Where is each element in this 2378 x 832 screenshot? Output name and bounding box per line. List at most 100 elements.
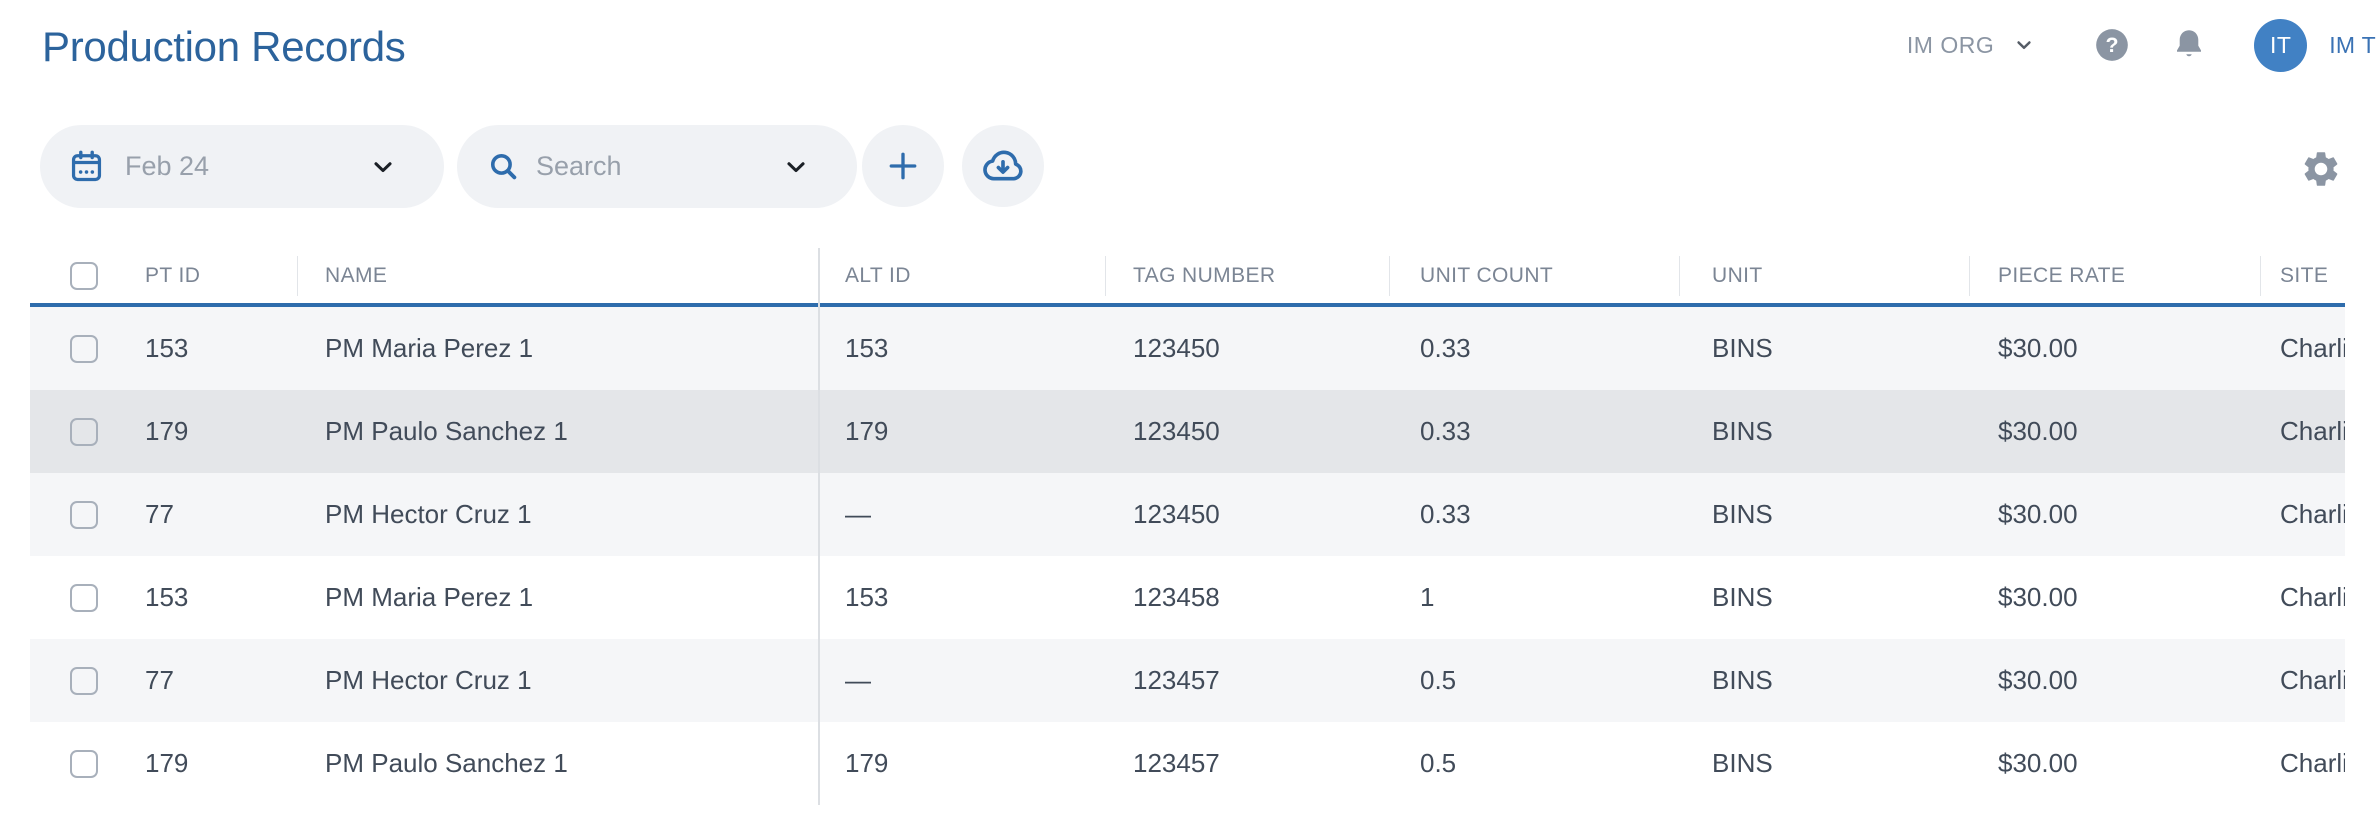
column-header-site[interactable]: SITE [2260, 248, 2345, 303]
table-header-row: PT ID NAME ALT ID TAG NUMBER UNIT COUNT … [30, 248, 2345, 303]
cell-pt-id: 77 [145, 665, 174, 695]
cell-tag-number: 123450 [1133, 333, 1220, 363]
gear-icon [2304, 152, 2338, 186]
date-filter-value: Feb 24 [125, 151, 210, 181]
cell-unit: BINS [1712, 582, 1773, 612]
cell-site: Charli [2280, 748, 2345, 778]
chevron-down-icon [2017, 41, 2031, 49]
table-settings-button[interactable] [2300, 148, 2342, 190]
column-header-tag-number[interactable]: TAG NUMBER [1105, 248, 1389, 303]
cell-name: PM Hector Cruz 1 [325, 665, 532, 695]
cell-site: Charli [2280, 416, 2345, 446]
notifications-button[interactable] [2171, 27, 2207, 63]
select-all-cell [30, 248, 130, 303]
row-checkbox[interactable] [70, 749, 98, 778]
plus-icon [889, 152, 917, 180]
row-checkbox[interactable] [70, 666, 98, 695]
cell-tag-number: 123450 [1133, 499, 1220, 529]
import-records-button[interactable] [962, 125, 1044, 207]
row-checkbox-cell [30, 473, 130, 556]
frozen-column-divider [818, 248, 820, 805]
search-input[interactable] [536, 151, 767, 182]
cell-alt-id: 153 [845, 582, 889, 612]
cell-unit-count: 0.33 [1420, 499, 1471, 529]
table-row[interactable]: 179 PM Paulo Sanchez 1 179 123457 0.5 BINS $30… [30, 722, 2345, 805]
svg-text:?: ? [2106, 33, 2119, 57]
cell-site: Charli [2280, 665, 2345, 695]
chevron-down-icon [374, 161, 392, 172]
cell-name: PM Maria Perez 1 [325, 333, 534, 363]
top-nav: IM ORG ? IT IM T [1907, 0, 2378, 90]
cell-unit: BINS [1712, 499, 1773, 529]
row-checkbox-cell [30, 722, 130, 805]
row-checkbox[interactable] [70, 417, 98, 446]
cell-name: PM Maria Perez 1 [325, 582, 534, 612]
row-checkbox-cell [30, 556, 130, 639]
cell-pt-id: 179 [145, 748, 189, 778]
cell-unit-count: 0.33 [1420, 333, 1471, 363]
bell-icon [2177, 30, 2202, 57]
row-checkbox-cell [30, 307, 130, 390]
table-row[interactable]: 153 PM Maria Perez 1 153 123458 1 BINS $30.00 C… [30, 556, 2345, 639]
table-row[interactable]: 77 PM Hector Cruz 1 — 123457 0.5 BINS $30.00 Ch… [30, 639, 2345, 722]
cell-piece-rate: $30.00 [1998, 499, 2078, 529]
date-filter-dropdown[interactable]: Feb 24 [40, 125, 444, 208]
avatar-initials: IT [2269, 31, 2292, 58]
row-checkbox[interactable] [70, 583, 98, 612]
cell-site: Charli [2280, 499, 2345, 529]
cell-name: PM Paulo Sanchez 1 [325, 416, 568, 446]
cell-piece-rate: $30.00 [1998, 333, 2078, 363]
org-label: IM ORG [1906, 31, 1995, 58]
cell-pt-id: 77 [145, 499, 174, 529]
cell-tag-number: 123458 [1133, 582, 1220, 612]
cell-unit-count: 0.33 [1420, 416, 1471, 446]
row-checkbox-cell [30, 390, 130, 473]
cell-tag-number: 123450 [1133, 416, 1220, 446]
cell-pt-id: 153 [145, 582, 189, 612]
select-all-checkbox[interactable] [70, 261, 98, 290]
table-body: 153 PM Maria Perez 1 153 123450 0.33 BINS $30.… [30, 307, 2345, 805]
column-header-piece-rate[interactable]: PIECE RATE [1969, 248, 2260, 303]
row-checkbox[interactable] [70, 334, 98, 363]
cell-piece-rate: $30.00 [1998, 748, 2078, 778]
table-row[interactable]: 77 PM Hector Cruz 1 — 123450 0.33 BINS $30.00 C… [30, 473, 2345, 556]
org-switcher-dropdown[interactable]: IM ORG [1907, 32, 2034, 59]
user-name[interactable]: IM T [2329, 31, 2376, 58]
cell-unit: BINS [1712, 333, 1773, 363]
column-header-pt-id[interactable]: PT ID [145, 263, 201, 287]
cell-alt-id: 179 [845, 748, 889, 778]
cell-unit-count: 0.5 [1420, 748, 1457, 778]
table-row[interactable]: 179 PM Paulo Sanchez 1 179 123450 0.33 BINS $3… [30, 390, 2345, 473]
column-header-alt-id[interactable]: ALT ID [845, 263, 911, 287]
cell-unit-count: 0.5 [1420, 665, 1457, 695]
help-button[interactable]: ? [2093, 26, 2131, 64]
user-avatar[interactable]: IT [2254, 18, 2308, 72]
column-header-unit-count[interactable]: UNIT COUNT [1389, 248, 1679, 303]
cell-name: PM Paulo Sanchez 1 [325, 748, 568, 778]
cell-alt-id: — [845, 665, 871, 695]
cell-unit-count: 1 [1420, 582, 1435, 612]
cell-piece-rate: $30.00 [1998, 416, 2078, 446]
cell-alt-id: 153 [845, 333, 889, 363]
cell-site: Charli [2280, 582, 2345, 612]
cell-name: PM Hector Cruz 1 [325, 499, 532, 529]
cell-unit: BINS [1712, 748, 1773, 778]
add-record-button[interactable] [862, 125, 944, 207]
cell-unit: BINS [1712, 416, 1773, 446]
cell-alt-id: 179 [845, 416, 889, 446]
help-icon: ? [2096, 29, 2129, 61]
cell-unit: BINS [1712, 665, 1773, 695]
cell-piece-rate: $30.00 [1998, 665, 2078, 695]
row-checkbox[interactable] [70, 500, 98, 529]
cell-tag-number: 123457 [1133, 665, 1220, 695]
column-header-name[interactable]: NAME [297, 248, 818, 303]
search-options-chevron-icon[interactable] [783, 154, 809, 180]
table-row[interactable]: 153 PM Maria Perez 1 153 123450 0.33 BINS $30.… [30, 307, 2345, 390]
cell-pt-id: 179 [145, 416, 189, 446]
records-table: PT ID NAME ALT ID TAG NUMBER UNIT COUNT … [30, 248, 2345, 805]
column-header-unit[interactable]: UNIT [1679, 248, 1969, 303]
cell-alt-id: — [845, 499, 871, 529]
page-title: Production Records [42, 23, 406, 70]
cell-pt-id: 153 [145, 333, 189, 363]
